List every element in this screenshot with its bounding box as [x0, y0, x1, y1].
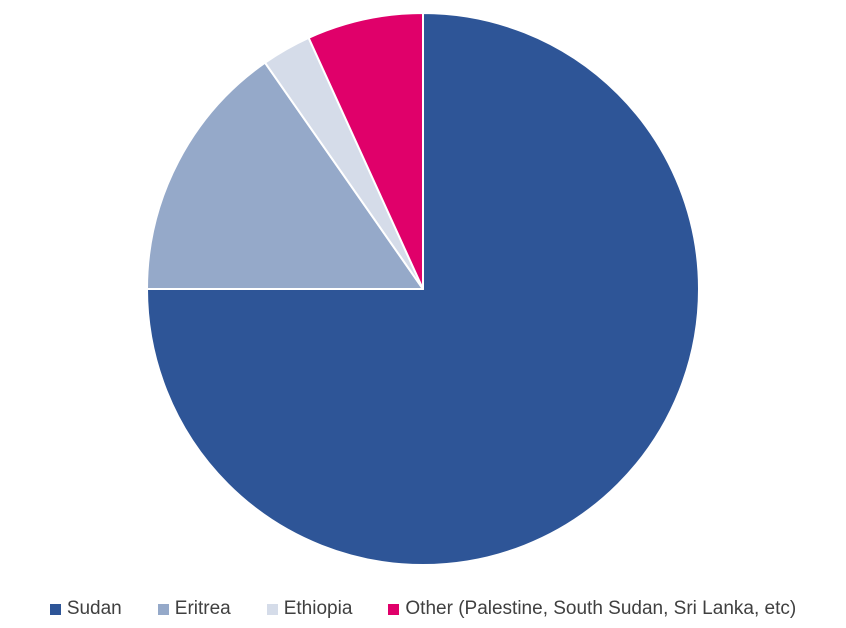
legend: Sudan Eritrea Ethiopia Other (Palestine,…: [0, 594, 846, 624]
legend-swatch-other: [388, 603, 400, 615]
legend-swatch-eritrea: [157, 603, 169, 615]
legend-label-eritrea: Eritrea: [174, 598, 231, 619]
pie-slice-other: [307, 12, 424, 290]
legend-label-ethiopia: Ethiopia: [283, 598, 353, 619]
legend-label-other: Other (Palestine, South Sudan, Sri Lanka…: [405, 598, 797, 619]
pie-slice-eritrea: [146, 61, 424, 290]
legend-swatch-sudan: [49, 603, 61, 615]
legend-label-sudan: Sudan: [66, 598, 122, 619]
legend-swatch-ethiopia: [266, 603, 278, 615]
legend-item-other: Other (Palestine, South Sudan, Sri Lanka…: [388, 598, 796, 620]
legend-item-ethiopia: Ethiopia: [266, 598, 353, 620]
legend-item-eritrea: Eritrea: [157, 598, 231, 620]
pie-chart: [146, 12, 700, 566]
pie-slice-sudan: [146, 12, 700, 566]
legend-item-sudan: Sudan: [49, 598, 122, 620]
